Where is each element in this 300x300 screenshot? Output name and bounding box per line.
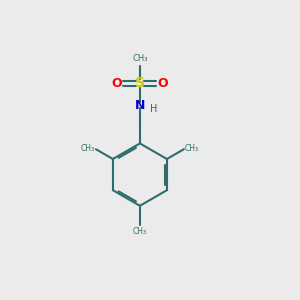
Text: CH₃: CH₃: [185, 144, 199, 153]
Text: H: H: [150, 104, 157, 115]
Text: O: O: [112, 77, 122, 90]
Text: CH₃: CH₃: [132, 54, 148, 63]
Text: O: O: [158, 77, 168, 90]
Text: CH₃: CH₃: [133, 227, 147, 236]
Text: CH₃: CH₃: [81, 144, 95, 153]
Text: S: S: [135, 76, 145, 90]
Text: N: N: [135, 99, 145, 112]
